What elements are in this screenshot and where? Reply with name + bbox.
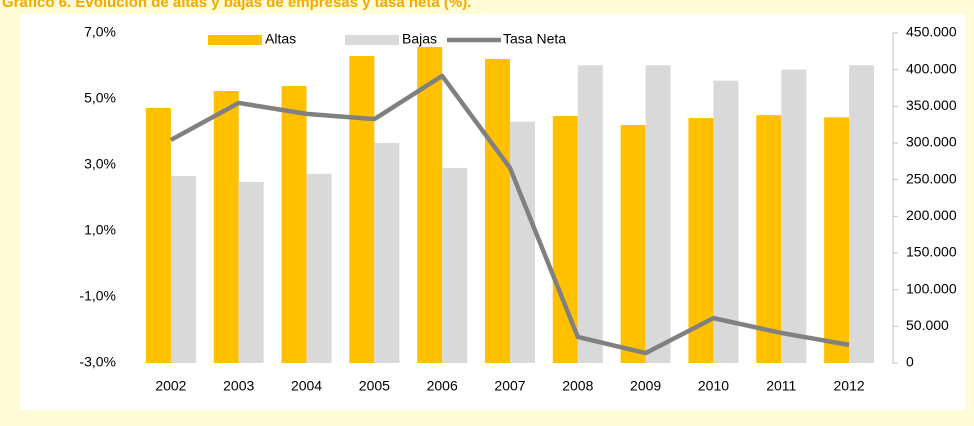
y2-tick-label: 250.000 bbox=[906, 170, 957, 186]
y-tick-label: 1,0% bbox=[84, 222, 116, 238]
bar bbox=[849, 65, 875, 364]
line bbox=[169, 73, 850, 356]
y-tick-label: -1,0% bbox=[79, 288, 116, 304]
y2-tick-label: 350.000 bbox=[906, 97, 957, 113]
x-tick-label: 2009 bbox=[630, 378, 661, 394]
chart-title: Gráfico 6. Evolución de altas y bajas de… bbox=[2, 0, 471, 11]
y-tick-label: 5,0% bbox=[84, 90, 116, 106]
bar bbox=[213, 91, 239, 364]
y-tick-label: 3,0% bbox=[84, 156, 116, 172]
y2-tick-label: 200.000 bbox=[906, 207, 957, 223]
bar bbox=[645, 65, 671, 364]
bar bbox=[713, 80, 739, 364]
legend-swatch bbox=[345, 35, 399, 45]
y2-tick-label: 450.000 bbox=[906, 24, 957, 40]
bar bbox=[349, 56, 375, 363]
x-tick-label: 2003 bbox=[223, 378, 254, 394]
legend-swatch bbox=[208, 35, 262, 45]
x-tick-label: 2004 bbox=[291, 378, 322, 394]
bar bbox=[756, 115, 782, 363]
y2-tick-label: 50.000 bbox=[906, 317, 949, 333]
x-tick-label: 2005 bbox=[359, 378, 390, 394]
legend-label: Tasa Neta bbox=[503, 31, 566, 47]
bar bbox=[374, 143, 400, 363]
bar bbox=[145, 108, 171, 364]
bar bbox=[417, 47, 443, 364]
x-tick-label: 2011 bbox=[766, 378, 796, 394]
y2-tick-label: 300.000 bbox=[906, 134, 957, 150]
bar bbox=[781, 69, 807, 364]
y-tick-label: 7,0% bbox=[84, 24, 116, 40]
x-tick-label: 2012 bbox=[834, 378, 865, 394]
bar bbox=[238, 181, 264, 363]
y-tick-label: -3,0% bbox=[79, 354, 116, 370]
bar bbox=[306, 173, 332, 363]
bar bbox=[442, 167, 468, 363]
bar bbox=[170, 176, 196, 363]
x-tick-label: 2007 bbox=[494, 378, 525, 394]
x-tick-label: 2002 bbox=[155, 378, 186, 394]
y2-tick-label: 100.000 bbox=[906, 280, 957, 296]
x-tick-label: 2008 bbox=[562, 378, 593, 394]
x-tick-label: 2006 bbox=[427, 378, 458, 394]
bar bbox=[485, 59, 510, 364]
legend-label: Bajas bbox=[402, 31, 437, 47]
x-tick-label: 2010 bbox=[698, 378, 729, 394]
bar bbox=[510, 121, 535, 363]
y2-tick-label: 400.000 bbox=[906, 60, 957, 76]
y2-tick-label: 0 bbox=[906, 354, 914, 370]
y2-tick-label: 150.000 bbox=[906, 244, 957, 260]
bar bbox=[577, 65, 603, 364]
bar bbox=[824, 117, 850, 363]
bar bbox=[281, 86, 307, 364]
bar bbox=[620, 125, 646, 364]
legend-label: Altas bbox=[265, 31, 296, 47]
